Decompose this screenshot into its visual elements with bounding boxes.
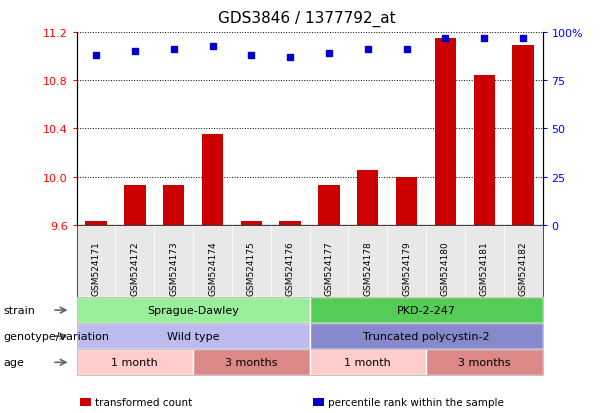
- Bar: [163, 185, 185, 225]
- Text: Truncated polycystin-2: Truncated polycystin-2: [363, 331, 489, 342]
- Text: GSM524172: GSM524172: [131, 241, 139, 295]
- Text: GSM524171: GSM524171: [91, 241, 101, 295]
- Text: Wild type: Wild type: [167, 331, 219, 342]
- Text: 1 month: 1 month: [345, 357, 391, 368]
- Text: GSM524173: GSM524173: [169, 241, 178, 295]
- Text: percentile rank within the sample: percentile rank within the sample: [328, 397, 504, 407]
- Text: GSM524177: GSM524177: [324, 241, 333, 295]
- Bar: [318, 185, 340, 225]
- Text: age: age: [3, 357, 24, 368]
- Text: GSM524178: GSM524178: [364, 241, 372, 295]
- Bar: [396, 177, 417, 225]
- Bar: [280, 221, 301, 225]
- Text: GSM524181: GSM524181: [480, 241, 489, 295]
- Bar: [357, 171, 378, 225]
- Text: genotype/variation: genotype/variation: [3, 331, 109, 342]
- Text: strain: strain: [3, 305, 35, 316]
- Text: GSM524174: GSM524174: [208, 241, 217, 295]
- Text: 3 months: 3 months: [458, 357, 511, 368]
- Bar: [241, 221, 262, 225]
- Text: GSM524176: GSM524176: [286, 241, 295, 295]
- Text: GDS3846 / 1377792_at: GDS3846 / 1377792_at: [218, 10, 395, 26]
- Bar: [512, 46, 534, 225]
- Text: GSM524180: GSM524180: [441, 241, 450, 295]
- Bar: [124, 185, 145, 225]
- Bar: [474, 76, 495, 225]
- Text: 1 month: 1 month: [112, 357, 158, 368]
- Bar: [202, 135, 223, 225]
- Text: Sprague-Dawley: Sprague-Dawley: [147, 305, 239, 316]
- Text: GSM524175: GSM524175: [247, 241, 256, 295]
- Bar: [435, 39, 456, 225]
- Text: transformed count: transformed count: [95, 397, 192, 407]
- Bar: [85, 221, 107, 225]
- Text: GSM524182: GSM524182: [519, 241, 528, 295]
- Text: 3 months: 3 months: [225, 357, 278, 368]
- Text: PKD-2-247: PKD-2-247: [397, 305, 455, 316]
- Text: GSM524179: GSM524179: [402, 241, 411, 295]
